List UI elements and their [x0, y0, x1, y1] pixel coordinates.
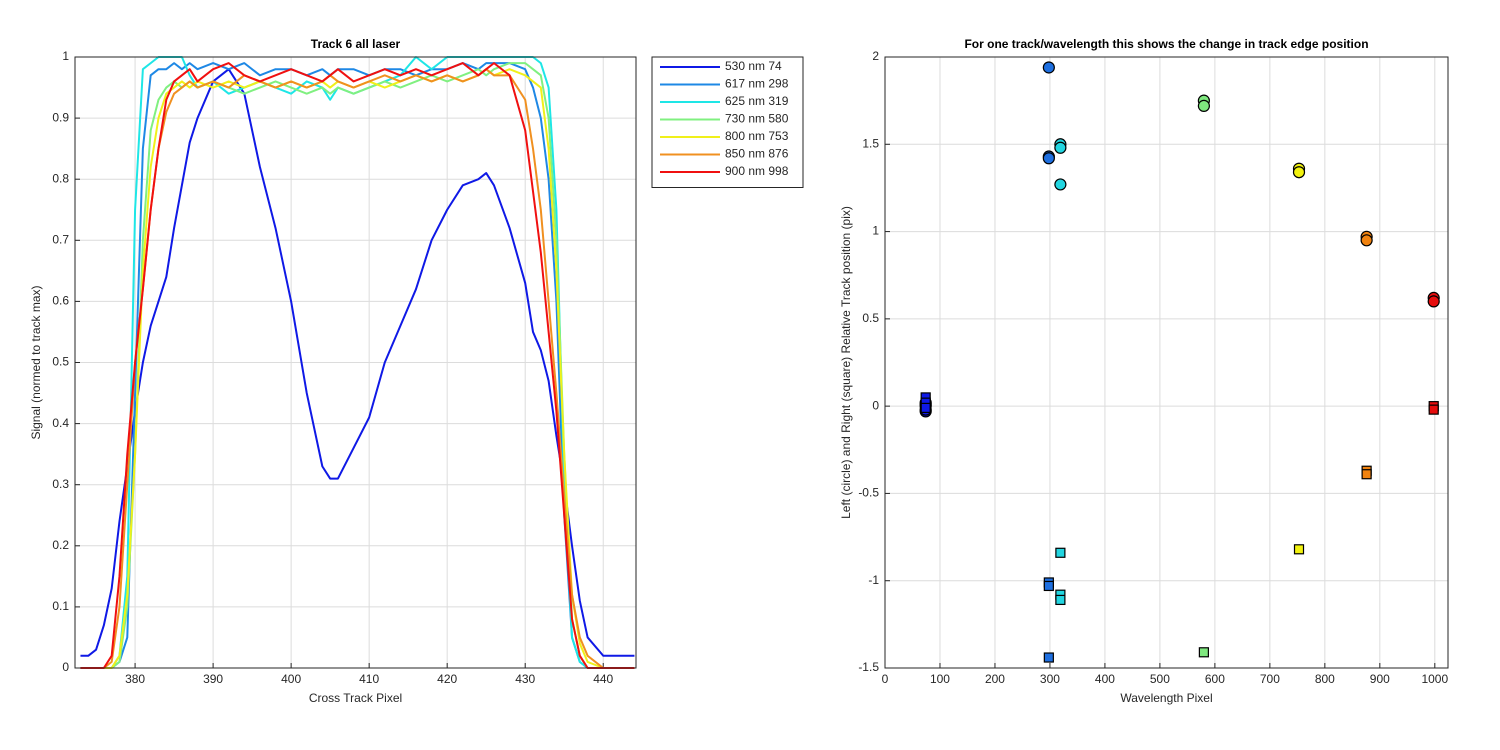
x-tick-label: 700 — [1260, 672, 1280, 686]
right-axes: 0 100 200 300 400 500 600 700 800 900 1000 -1.5 -1 -0… — [839, 37, 1449, 705]
x-tick-label: 440 — [593, 672, 613, 686]
series-line — [80, 56, 635, 669]
x-tick-label: 100 — [930, 672, 950, 686]
x-tick-label: 1000 — [1421, 672, 1448, 686]
y-tick-label: -1 — [868, 573, 879, 587]
circle-marker — [1197, 99, 1210, 112]
y-tick-label: 0.2 — [52, 538, 69, 552]
x-tick-label: 400 — [281, 672, 301, 686]
y-tick-label: 0.5 — [52, 355, 69, 369]
x-tick-label: 200 — [985, 672, 1005, 686]
y-tick-label: 0.9 — [52, 110, 69, 124]
plot-area — [885, 57, 1448, 668]
y-tick-label: 1 — [872, 224, 879, 238]
x-tick-label: 420 — [437, 672, 457, 686]
square-marker — [1055, 547, 1066, 558]
x-tick-label: 900 — [1370, 672, 1390, 686]
square-marker — [1428, 404, 1439, 415]
x-tick-label: 0 — [882, 672, 889, 686]
y-tick-label: 0.8 — [52, 171, 69, 185]
legend-label: 850 nm 876 — [725, 147, 789, 161]
x-tick-label: 400 — [1095, 672, 1115, 686]
x-tick-label: 300 — [1040, 672, 1060, 686]
circle-marker — [1427, 295, 1440, 308]
legend-label: 730 nm 580 — [725, 112, 789, 126]
square-marker — [1043, 580, 1054, 592]
square-marker — [920, 402, 931, 413]
y-tick-label: -0.5 — [858, 486, 879, 500]
series-line — [80, 62, 635, 669]
x-axis-label: Cross Track Pixel — [309, 691, 402, 705]
y-tick-label: 0.1 — [52, 599, 69, 613]
series-line — [80, 68, 635, 669]
axes-frame — [74, 56, 637, 669]
x-tick-label: 600 — [1205, 672, 1225, 686]
square-marker — [1293, 544, 1305, 555]
x-tick-label: 800 — [1315, 672, 1335, 686]
y-tick-label: 0.3 — [52, 477, 69, 491]
chart-title: Track 6 all laser — [311, 37, 401, 51]
y-axis-label: Signal (normed to track max) — [29, 285, 43, 439]
circle-marker — [1054, 141, 1067, 154]
y-tick-label: 0 — [62, 660, 69, 674]
legend-label: 617 nm 298 — [725, 77, 789, 91]
y-tick-label: -1.5 — [858, 660, 879, 674]
legend-label: 530 nm 74 — [725, 59, 782, 73]
square-marker — [1361, 469, 1372, 480]
legend-label: 625 nm 319 — [725, 94, 789, 108]
x-tick-label: 430 — [515, 672, 535, 686]
y-tick-label: 0.6 — [52, 294, 69, 308]
legend-label: 900 nm 998 — [725, 164, 789, 178]
left-axes: 380 390 400 410 420 430 440 0 0.1 0.2 0.3 0.4 0.5 0.6… — [29, 37, 804, 705]
chart-title: For one track/wavelength this shows the … — [964, 37, 1368, 51]
y-axis-label: Left (circle) and Right (square) Relativ… — [839, 206, 853, 519]
y-tick-label: 0.4 — [52, 416, 69, 430]
x-tick-label: 380 — [125, 672, 145, 686]
y-tick-label: 1.5 — [862, 136, 879, 150]
axes-frame — [884, 56, 1449, 669]
x-tick-label: 410 — [359, 672, 379, 686]
series-line — [80, 68, 635, 657]
square-marker — [1043, 652, 1054, 663]
circle-marker — [1054, 178, 1067, 191]
square-marker — [1198, 647, 1209, 658]
circle-marker — [1042, 152, 1055, 165]
legend-box — [651, 56, 804, 188]
x-tick-label: 500 — [1150, 672, 1170, 686]
square-marker — [1055, 594, 1066, 606]
series-line — [80, 62, 635, 669]
y-tick-label: 0 — [872, 398, 879, 412]
x-tick-label: 390 — [203, 672, 223, 686]
y-tick-label: 0.7 — [52, 232, 69, 246]
y-tick-label: 2 — [872, 49, 879, 63]
circle-marker — [1042, 61, 1055, 74]
circle-marker — [1292, 166, 1306, 179]
y-tick-label: 0.5 — [862, 311, 879, 325]
legend-label: 800 nm 753 — [725, 129, 789, 143]
x-axis-label: Wavelength Pixel — [1120, 691, 1212, 705]
circle-marker — [1360, 234, 1373, 247]
y-tick-label: 1 — [62, 49, 69, 63]
